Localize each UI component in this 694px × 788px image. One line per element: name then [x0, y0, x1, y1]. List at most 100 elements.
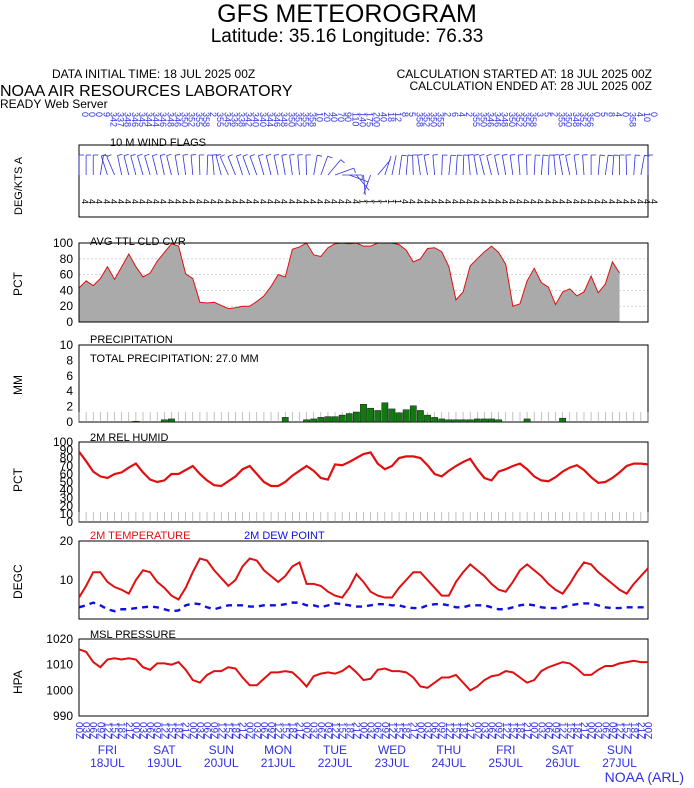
wind-dir-label: 140: [357, 112, 367, 127]
wind-speed-label: 4: [80, 199, 90, 204]
x-hour-label: 00Z: [358, 722, 369, 739]
wind-speed-label: 4: [443, 199, 453, 204]
wind-dir-label: 355: [194, 112, 204, 127]
wind-barb-flag: [450, 154, 456, 157]
wind-barb: [625, 154, 628, 176]
precip-bar: [160, 419, 168, 423]
wind-barb-flag: [317, 154, 323, 157]
wind-barb: [479, 155, 485, 176]
x-hour-label: 21Z: [464, 722, 475, 739]
wind-speed-label: 4: [336, 199, 346, 204]
day-date-label: 21JUL: [261, 756, 296, 770]
precip-bar: [466, 419, 474, 423]
wind-barb: [182, 155, 187, 176]
wind-speed-label: 4: [606, 199, 616, 204]
x-hour-label: 12Z: [101, 722, 112, 739]
x-hour-label: 06Z: [599, 722, 610, 739]
wind-barb-flag: [502, 154, 508, 156]
wind-speed-label: 4: [94, 199, 104, 204]
wind-barb: [473, 155, 478, 176]
wind-barb: [236, 155, 243, 176]
precip-bar: [445, 419, 453, 423]
x-hour-label: 03Z: [535, 722, 546, 739]
x-hour-label: 18Z: [571, 722, 582, 739]
wind-dir-label: 4: [457, 112, 467, 117]
wind-dir-label: 352: [514, 112, 524, 127]
wind-barb: [597, 155, 601, 176]
precip-bar: [367, 407, 374, 423]
wind-dir-label: 346: [158, 112, 168, 127]
wind-speed-label: 4: [187, 199, 197, 204]
x-hour-label: 06Z: [429, 722, 440, 739]
wind-dir-label: 9: [101, 112, 111, 117]
x-hour-label: 15Z: [621, 722, 632, 739]
y-tick-label: 80: [60, 451, 74, 465]
day-of-week-label: SAT: [551, 743, 574, 757]
wind-barb-flag: [236, 154, 242, 157]
wind-dir-label: 338: [236, 112, 246, 127]
panel-frame-0: [78, 144, 649, 218]
wind-dir-label: 350: [478, 112, 488, 127]
chart-title: GFS METEOROGRAM: [217, 0, 477, 28]
x-hour-label: 12Z: [557, 722, 568, 739]
chart-subtitle: Latitude: 35.16 Longitude: 76.33: [210, 26, 484, 47]
x-hour-label: 09Z: [265, 722, 276, 739]
wind-barb: [441, 154, 443, 176]
wind-dir-label: 12: [393, 112, 403, 122]
wind-barb: [144, 155, 151, 176]
wind-speed-label: 4: [564, 199, 574, 204]
wind-speed-label: 4: [123, 199, 133, 204]
panel-title: 2M REL HUMID: [90, 432, 168, 444]
wind-dir-label: 358: [528, 112, 538, 127]
wind-dir-label: 5: [542, 112, 552, 117]
x-hour-label: 00Z: [642, 722, 653, 739]
x-hour-label: 03Z: [478, 722, 489, 739]
x-hour-label: 18Z: [286, 722, 297, 739]
y-tick-label: 20: [60, 534, 74, 548]
wind-dir-label: 0: [80, 112, 90, 117]
day-of-week-label: TUE: [323, 743, 347, 757]
wind-dir-label: 340: [251, 112, 261, 127]
wind-barb: [198, 154, 201, 176]
x-hour-label: 09Z: [379, 722, 390, 739]
wind-dir-label: 350: [564, 112, 574, 127]
wind-dir-label: 346: [485, 112, 495, 127]
temperature-line: [78, 557, 649, 601]
wind-dir-label: 355: [471, 112, 481, 127]
wind-barb: [558, 155, 564, 176]
wind-speed-label: 4: [635, 199, 645, 204]
y-tick-label: 20: [60, 499, 74, 513]
wind-speed-label: 4: [137, 199, 147, 204]
wind-barb: [423, 155, 428, 176]
wind-barb: [117, 155, 123, 176]
wind-speed-label: 1: [393, 199, 403, 204]
wind-speed-label: 4: [429, 199, 439, 204]
wind-barb-flag: [152, 153, 158, 156]
day-date-label: 26JUL: [545, 756, 580, 770]
wind-speed-label: 4: [500, 199, 510, 204]
wind-speed-label: 4: [557, 199, 567, 204]
wind-dir-label: 2: [464, 112, 474, 117]
panel-frame-4: [78, 540, 649, 620]
x-hour-label: 18Z: [116, 722, 127, 739]
x-hour-label: 12Z: [272, 722, 283, 739]
wind-dir-label: 337: [116, 112, 126, 127]
wind-speed-label: 4: [528, 199, 538, 204]
rh-line: [78, 450, 649, 488]
precip-bar: [459, 419, 467, 423]
y-tick-label: 70: [60, 459, 74, 473]
x-hour-label: 09Z: [208, 722, 219, 739]
precip-bar: [345, 413, 353, 423]
day-of-week-label: THU: [437, 743, 462, 757]
x-hour-label: 21Z: [350, 722, 361, 739]
wind-dir-label: 0: [592, 112, 602, 117]
wind-dir-label: 348: [500, 112, 510, 127]
x-hour-label: 09Z: [151, 722, 162, 739]
wind-speed-label: 4: [265, 199, 275, 204]
wind-barb: [448, 155, 452, 176]
wind-dir-label: 336: [229, 112, 239, 127]
wind-speed-label: 4: [308, 199, 318, 204]
x-hour-label: 09Z: [550, 722, 561, 739]
wind-dir-label: 6: [450, 112, 460, 117]
wind-speed-label: 4: [158, 199, 168, 204]
